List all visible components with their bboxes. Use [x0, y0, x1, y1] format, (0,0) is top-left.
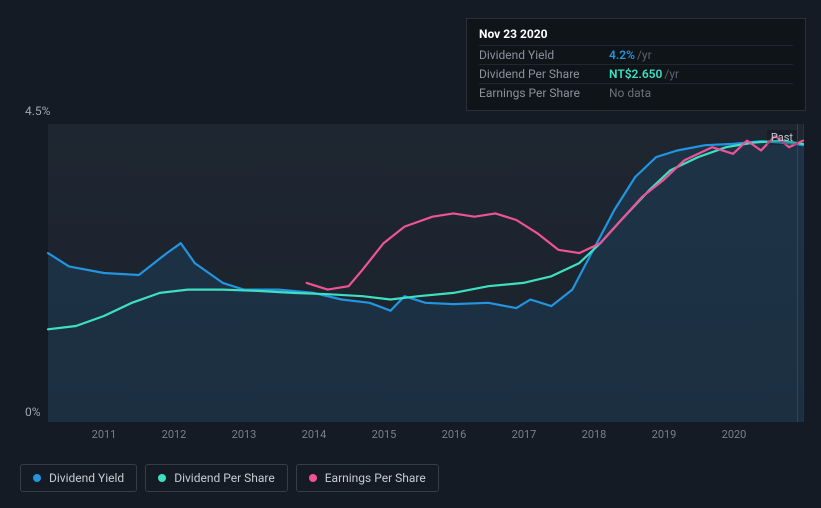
tooltip-row-suffix: /yr: [664, 67, 679, 81]
past-badge: Past: [767, 130, 797, 145]
tooltip-date: Nov 23 2020: [479, 27, 793, 45]
tooltip-row-label: Dividend Yield: [479, 48, 609, 62]
legend-item[interactable]: Dividend Yield: [20, 464, 137, 492]
legend-bar: Dividend Yield Dividend Per Share Earnings…: [20, 464, 439, 492]
tooltip-row-value: No data: [609, 86, 651, 100]
chart-svg: [48, 124, 803, 422]
xaxis-tick: 2020: [722, 428, 747, 441]
cursor-vline: [797, 124, 798, 422]
series-area-dividend_yield: [48, 141, 803, 422]
legend-item-label: Earnings Per Share: [325, 471, 426, 485]
yaxis-max-label: 4.5%: [25, 104, 50, 118]
xaxis-tick: 2015: [372, 428, 397, 441]
xaxis-tick: 2016: [442, 428, 467, 441]
chart-area[interactable]: Past: [48, 124, 804, 422]
tooltip-row-label: Earnings Per Share: [479, 86, 609, 100]
xaxis-tick: 2011: [92, 428, 117, 441]
xaxis-tick: 2019: [652, 428, 677, 441]
legend-item[interactable]: Dividend Per Share: [145, 464, 288, 492]
tooltip-row-suffix: /yr: [637, 48, 652, 62]
legend-item-label: Dividend Yield: [49, 471, 124, 485]
tooltip-row-value: 4.2%: [609, 48, 635, 62]
tooltip-row: Earnings Per ShareNo data: [479, 83, 793, 102]
tooltip-row: Dividend Per ShareNT$2.650/yr: [479, 64, 793, 83]
tooltip-panel: Nov 23 2020 Dividend Yield4.2%/yrDividen…: [466, 18, 806, 111]
legend-dot-icon: [158, 474, 166, 482]
tooltip-row-value: NT$2.650: [609, 67, 662, 81]
tooltip-rows: Dividend Yield4.2%/yrDividend Per ShareN…: [479, 45, 793, 102]
xaxis-tick: 2018: [582, 428, 607, 441]
xaxis-tick: 2014: [302, 428, 327, 441]
legend-dot-icon: [309, 474, 317, 482]
legend-dot-icon: [33, 474, 41, 482]
xaxis-tick: 2017: [512, 428, 537, 441]
xaxis-tick: 2012: [162, 428, 187, 441]
legend-item[interactable]: Earnings Per Share: [296, 464, 439, 492]
xaxis-tick: 2013: [232, 428, 257, 441]
tooltip-row-label: Dividend Per Share: [479, 67, 609, 81]
x-axis: 2011 2012 2013 2014 2015 2016 2017 2018 2019 2020: [48, 428, 804, 444]
yaxis-min-label: 0%: [25, 405, 41, 419]
legend-item-label: Dividend Per Share: [174, 471, 275, 485]
tooltip-row: Dividend Yield4.2%/yr: [479, 45, 793, 64]
